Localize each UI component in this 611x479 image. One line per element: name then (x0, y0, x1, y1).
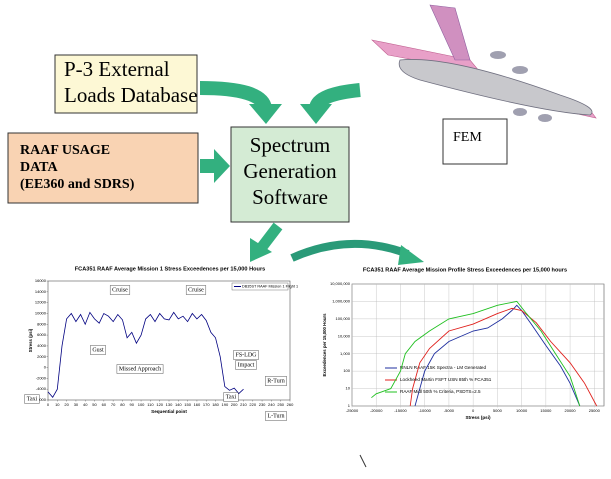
y-tick-label: 1,000 (340, 351, 351, 356)
legend-entry: DB35ST RAAF Mission 1 Flight 1 (242, 285, 298, 289)
x-tick-label: 30 (74, 402, 79, 407)
x-tick-label: 120 (156, 402, 163, 407)
y-tick-label: 12000 (35, 300, 47, 305)
y-tick-label: 2000 (37, 354, 47, 359)
x-tick-label: 160 (194, 402, 201, 407)
x-tick-label: 80 (120, 402, 125, 407)
x-tick-label: -20000 (370, 408, 383, 413)
chart-title: FCA351 RAAF Average Mission 1 Stress Exc… (75, 266, 265, 272)
x-axis-label: Sequential point (151, 409, 187, 414)
x-tick-label: 10 (55, 402, 60, 407)
y-tick-label: 10,000 (338, 333, 351, 338)
legend-entry: Lockheed Martin FSFT USN 85th % FCA351 (400, 377, 492, 382)
stray-mark (360, 455, 366, 467)
box-text: DATA (20, 160, 58, 175)
chart-title: FCA351 RAAF Average Mission Profile Stre… (363, 267, 567, 273)
page: P-3 External Loads Database RAAF USAGE D… (0, 0, 611, 479)
box-text: Loads Database (64, 83, 198, 107)
x-tick-label: 210 (240, 402, 247, 407)
box-text: RAAF USAGE (20, 143, 110, 158)
box-text: Generation (243, 159, 337, 183)
x-tick-label: -15000 (394, 408, 407, 413)
annotation: Taxi (226, 394, 237, 400)
x-tick-label: 170 (203, 402, 210, 407)
box-text: (EE360 and SDRS) (20, 177, 135, 192)
legend-entry: RNLN RAAF 15K Spectra - LM Generated (400, 365, 486, 370)
y-tick-label: -2000 (36, 375, 47, 380)
x-tick-label: 200 (231, 402, 238, 407)
y-tick-label: 10 (346, 386, 351, 391)
plot-area (352, 284, 604, 406)
annotation: Cruise (188, 287, 204, 293)
x-tick-label: 20 (64, 402, 69, 407)
x-tick-label: 250 (277, 402, 284, 407)
x-tick-label: 10000 (516, 408, 528, 413)
annotation: Missed Approach (119, 366, 161, 372)
y-tick-label: -4000 (36, 386, 47, 391)
x-tick-label: 25000 (589, 408, 601, 413)
x-tick-label: 50 (92, 402, 97, 407)
x-tick-label: -10000 (418, 408, 431, 413)
y-tick-label: 8000 (37, 321, 47, 326)
y-tick-label: 14000 (35, 289, 47, 294)
box-text: P-3 External (64, 57, 170, 81)
box-text: Spectrum (250, 133, 330, 157)
y-tick-label: 100,000 (336, 316, 351, 321)
legend-entry: RAAF Midl 50th % Criteria, PSDTS=2.5 (400, 389, 481, 394)
annotation: Gust (92, 347, 104, 353)
x-tick-label: 140 (175, 402, 182, 407)
y-axis-label: Exceedences per 15,000 Hours (322, 313, 327, 377)
annotation: L-Turn (267, 413, 284, 419)
x-tick-label: 70 (111, 402, 116, 407)
annotation: FS-LDG (235, 352, 257, 358)
x-tick-label: 90 (130, 402, 135, 407)
x-tick-label: 15000 (540, 408, 552, 413)
x-tick-label: 60 (102, 402, 107, 407)
plot-area (48, 281, 290, 400)
annotation: Cruise (112, 287, 128, 293)
x-tick-label: 110 (147, 402, 154, 407)
x-tick-label: 40 (83, 402, 88, 407)
x-tick-label: 190 (222, 402, 229, 407)
x-tick-label: 5000 (493, 408, 503, 413)
x-axis-label: Stress (psi) (465, 415, 490, 420)
x-tick-label: -25000 (346, 408, 359, 413)
annotation: Taxi (27, 396, 38, 402)
x-tick-label: 130 (166, 402, 173, 407)
y-tick-label: 16000 (35, 278, 47, 283)
y-tick-label: 100 (343, 368, 350, 373)
y-tick-label: 4000 (37, 343, 47, 348)
box-text: Software (252, 185, 328, 209)
x-tick-label: 0 (472, 408, 475, 413)
x-tick-label: 260 (287, 402, 294, 407)
y-tick-label: 0 (44, 365, 47, 370)
x-tick-label: 220 (249, 402, 256, 407)
x-tick-label: 100 (138, 402, 145, 407)
y-axis-label: Stress (psi) (28, 328, 33, 352)
box-text: FEM (453, 130, 482, 145)
y-tick-label: 10000 (35, 311, 47, 316)
y-tick-label: 6000 (37, 332, 47, 337)
fem-aircraft (372, 5, 596, 122)
annotation: R-Turn (267, 378, 284, 384)
y-tick-label: 10,000,000 (330, 281, 351, 286)
y-tick-label: 1,000,000 (332, 298, 351, 303)
x-tick-label: 20000 (565, 408, 577, 413)
x-tick-label: 0 (47, 402, 50, 407)
x-tick-label: 150 (184, 402, 191, 407)
x-tick-label: 230 (259, 402, 266, 407)
x-tick-label: 180 (212, 402, 219, 407)
x-tick-label: 240 (268, 402, 275, 407)
annotation: Impact (238, 362, 255, 368)
x-tick-label: -5000 (444, 408, 455, 413)
